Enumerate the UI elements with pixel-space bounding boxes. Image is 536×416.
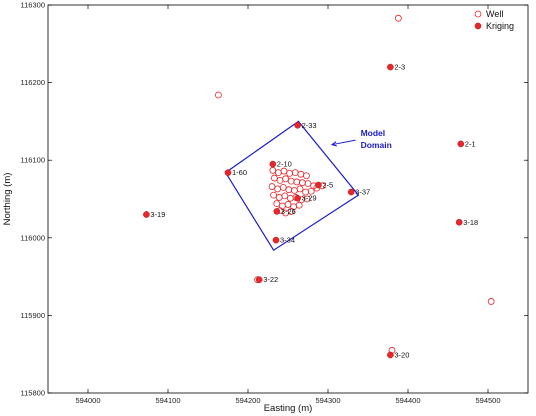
well-point (270, 174, 278, 182)
annotation-text: Model (361, 128, 386, 138)
plot-area (47, 4, 529, 394)
kriging-point (294, 121, 301, 129)
kriging-point (294, 194, 301, 202)
well-point (270, 191, 278, 199)
kriging-point-label: 3-19 (150, 210, 165, 219)
kriging-point (457, 140, 465, 148)
well-point (282, 175, 290, 183)
well-point (268, 183, 276, 190)
x-tick-label: 594100 (155, 396, 180, 405)
well-point (394, 14, 402, 22)
annotation-arrow-line (331, 139, 356, 146)
well-point (303, 195, 311, 203)
legend-label: Kriging (486, 21, 514, 31)
model-domain-annotation: Model Domain (330, 128, 392, 150)
model-domain-layer (224, 120, 360, 252)
well-point (287, 208, 295, 215)
x-tick-label: 594300 (315, 396, 340, 405)
well-point (295, 201, 303, 209)
kriging-point-label: 3-22 (263, 275, 278, 284)
kriging-point (143, 211, 150, 218)
y-tick-label: 115900 (21, 311, 45, 320)
kriging-point (273, 208, 281, 215)
x-axis-title: Easting (m) (264, 403, 313, 414)
axis-ticks: 594000 594100 594200 594300 594400 594500 1158… (21, 1, 528, 405)
kriging-point (272, 236, 280, 244)
well-point (280, 167, 288, 175)
x-tick-label: 594000 (75, 396, 100, 405)
y-tick-label: 115800 (21, 389, 45, 398)
legend-label: Well (486, 9, 503, 19)
well-point (302, 172, 310, 180)
well-point (279, 183, 287, 191)
annotation-text: Domain (361, 140, 392, 150)
y-tick-label: 116100 (21, 156, 45, 165)
y-tick-label: 116000 (21, 233, 45, 242)
kriging-point-label: 2-3 (394, 63, 405, 72)
kriging-point-label: 2-1 (465, 139, 476, 148)
x-tick-label: 594200 (235, 396, 260, 405)
well-point (307, 187, 315, 195)
legend-well-marker (474, 10, 482, 18)
y-axis-title: Northing (m) (2, 173, 13, 226)
kriging-markers: 2-3 2-33 2-1 2-10 1-60 2-5 3-37 3-29 3-26 3-19 3-1… (143, 63, 478, 359)
kriging-point (455, 218, 463, 226)
well-point (487, 298, 495, 305)
kriging-point (347, 188, 355, 196)
kriging-point-label: 3-20 (394, 350, 409, 359)
kriging-point (387, 63, 394, 71)
kriging-point-label: 2-5 (322, 181, 333, 190)
kriging-point (224, 169, 232, 176)
x-tick-label: 594400 (395, 396, 420, 405)
kriging-point-label: 3-34 (280, 236, 295, 245)
kriging-point (255, 276, 263, 284)
well-markers (214, 14, 495, 354)
kriging-point-label: 2-33 (302, 121, 317, 130)
kriging-point (269, 160, 277, 168)
well-point (214, 91, 222, 99)
kriging-point-label: 3-18 (463, 218, 478, 227)
y-tick-label: 116300 (21, 1, 45, 10)
model-domain-polygon (224, 120, 360, 252)
well-point (296, 185, 304, 193)
kriging-point-label: 3-37 (355, 188, 370, 197)
kriging-point-label: 1-60 (232, 168, 247, 177)
annotation-arrow-head (330, 141, 337, 147)
kriging-point-label: 3-29 (302, 194, 317, 203)
y-tick-label: 116200 (21, 78, 45, 87)
well-point (284, 201, 292, 208)
legend-kriging-marker (474, 22, 482, 30)
kriging-point-label: 3-26 (281, 207, 296, 216)
kriging-point-label: 2-10 (277, 160, 292, 169)
well-point (273, 200, 281, 208)
legend: Well Kriging (474, 9, 514, 31)
x-tick-label: 594500 (475, 396, 500, 405)
kriging-point (315, 181, 322, 189)
well-point (304, 180, 312, 187)
well-point (281, 192, 289, 200)
kriging-point (387, 351, 394, 359)
